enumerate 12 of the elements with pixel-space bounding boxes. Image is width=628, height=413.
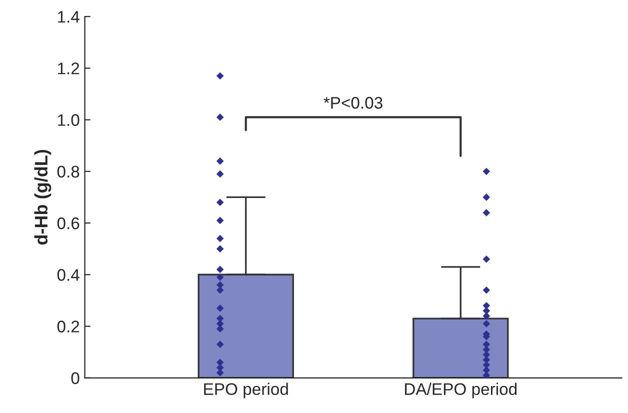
- y-axis-title: d-Hb (g/dL): [34, 150, 52, 245]
- x-tick-label: EPO period: [204, 382, 288, 398]
- y-tick-label: 1.0: [58, 114, 80, 126]
- y-tick-label: 0.4: [57, 269, 80, 281]
- y-tick-label: 0.8: [57, 166, 80, 178]
- annotation: *P<0.03: [324, 96, 382, 109]
- y-tick-label: 0.2: [57, 320, 80, 332]
- y-tick-label: 1.4: [58, 11, 80, 23]
- x-tick-label: DA/EPO period: [405, 382, 517, 398]
- y-tick-label: 0: [71, 372, 80, 384]
- y-tick-label: 1.2: [58, 62, 80, 74]
- y-tick-label: 0.6: [57, 217, 80, 230]
